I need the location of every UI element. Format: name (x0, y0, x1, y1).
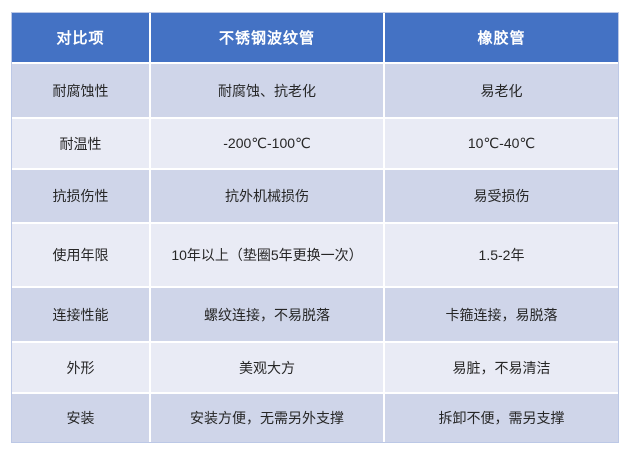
row-label: 耐腐蚀性 (10, 62, 151, 119)
row-label: 外形 (10, 341, 151, 394)
column-header-stainless-steel-pipe: 不锈钢波纹管 (149, 11, 385, 64)
column-header-comparison-item: 对比项 (10, 11, 151, 64)
header-row: 对比项 不锈钢波纹管 橡胶管 (10, 11, 620, 64)
row-label: 安装 (10, 392, 151, 444)
cell-stainless-value: 螺纹连接，不易脱落 (149, 286, 385, 343)
row-label: 使用年限 (10, 222, 151, 288)
cell-rubber-value: 易受损伤 (383, 168, 620, 224)
column-header-rubber-pipe: 橡胶管 (383, 11, 620, 64)
cell-rubber-value: 易脏，不易清洁 (383, 341, 620, 394)
row-label: 连接性能 (10, 286, 151, 343)
cell-stainless-value: 安装方便，无需另外支撑 (149, 392, 385, 444)
cell-stainless-value: 抗外机械损伤 (149, 168, 385, 224)
cell-stainless-value: -200℃-100℃ (149, 117, 385, 170)
table-row-temperature-resistance: 耐温性 -200℃-100℃ 10℃-40℃ (10, 117, 620, 170)
row-label: 抗损伤性 (10, 168, 151, 224)
table-row-appearance: 外形 美观大方 易脏，不易清洁 (10, 341, 620, 394)
cell-stainless-value: 10年以上（垫圈5年更换一次） (149, 222, 385, 288)
cell-rubber-value: 拆卸不便，需另支撑 (383, 392, 620, 444)
cell-rubber-value: 易老化 (383, 62, 620, 119)
table-row-damage-resistance: 抗损伤性 抗外机械损伤 易受损伤 (10, 168, 620, 224)
cell-stainless-value: 耐腐蚀、抗老化 (149, 62, 385, 119)
row-label: 耐温性 (10, 117, 151, 170)
table-row-service-life: 使用年限 10年以上（垫圈5年更换一次） 1.5-2年 (10, 222, 620, 288)
cell-rubber-value: 卡箍连接，易脱落 (383, 286, 620, 343)
cell-rubber-value: 1.5-2年 (383, 222, 620, 288)
cell-stainless-value: 美观大方 (149, 341, 385, 394)
cell-rubber-value: 10℃-40℃ (383, 117, 620, 170)
pipe-comparison-table: 对比项 不锈钢波纹管 橡胶管 耐腐蚀性 耐腐蚀、抗老化 易老化 耐温性 -200… (10, 11, 620, 444)
table-row-corrosion-resistance: 耐腐蚀性 耐腐蚀、抗老化 易老化 (10, 62, 620, 119)
table-row-connection-performance: 连接性能 螺纹连接，不易脱落 卡箍连接，易脱落 (10, 286, 620, 343)
table-row-installation: 安装 安装方便，无需另外支撑 拆卸不便，需另支撑 (10, 392, 620, 444)
